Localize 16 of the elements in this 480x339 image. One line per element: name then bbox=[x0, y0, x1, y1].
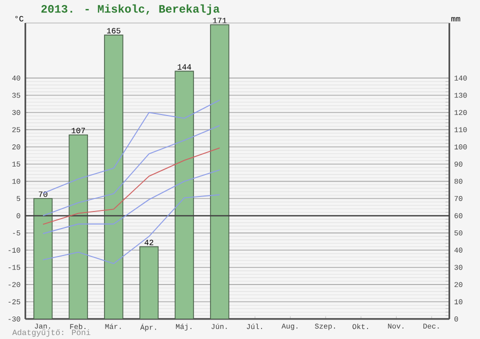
bar bbox=[33, 198, 53, 319]
bar bbox=[210, 24, 230, 319]
bar bbox=[104, 34, 124, 319]
y2-axis-title: mm bbox=[451, 17, 460, 22]
bar bbox=[139, 246, 159, 319]
data-label: 70 bbox=[38, 191, 48, 197]
data-label: 171 bbox=[213, 18, 226, 24]
y-axis-title: °C bbox=[15, 16, 24, 22]
data-label: 165 bbox=[107, 28, 120, 34]
chart-title: 2013. - Miskolc, Berekalja bbox=[41, 4, 220, 15]
data-label: 107 bbox=[72, 128, 85, 134]
bar bbox=[174, 70, 194, 319]
data-label: 144 bbox=[178, 64, 192, 70]
text: Adatgyűjtő: Pöni bbox=[12, 329, 90, 337]
data-label: 42 bbox=[144, 240, 154, 246]
bar bbox=[68, 134, 88, 319]
